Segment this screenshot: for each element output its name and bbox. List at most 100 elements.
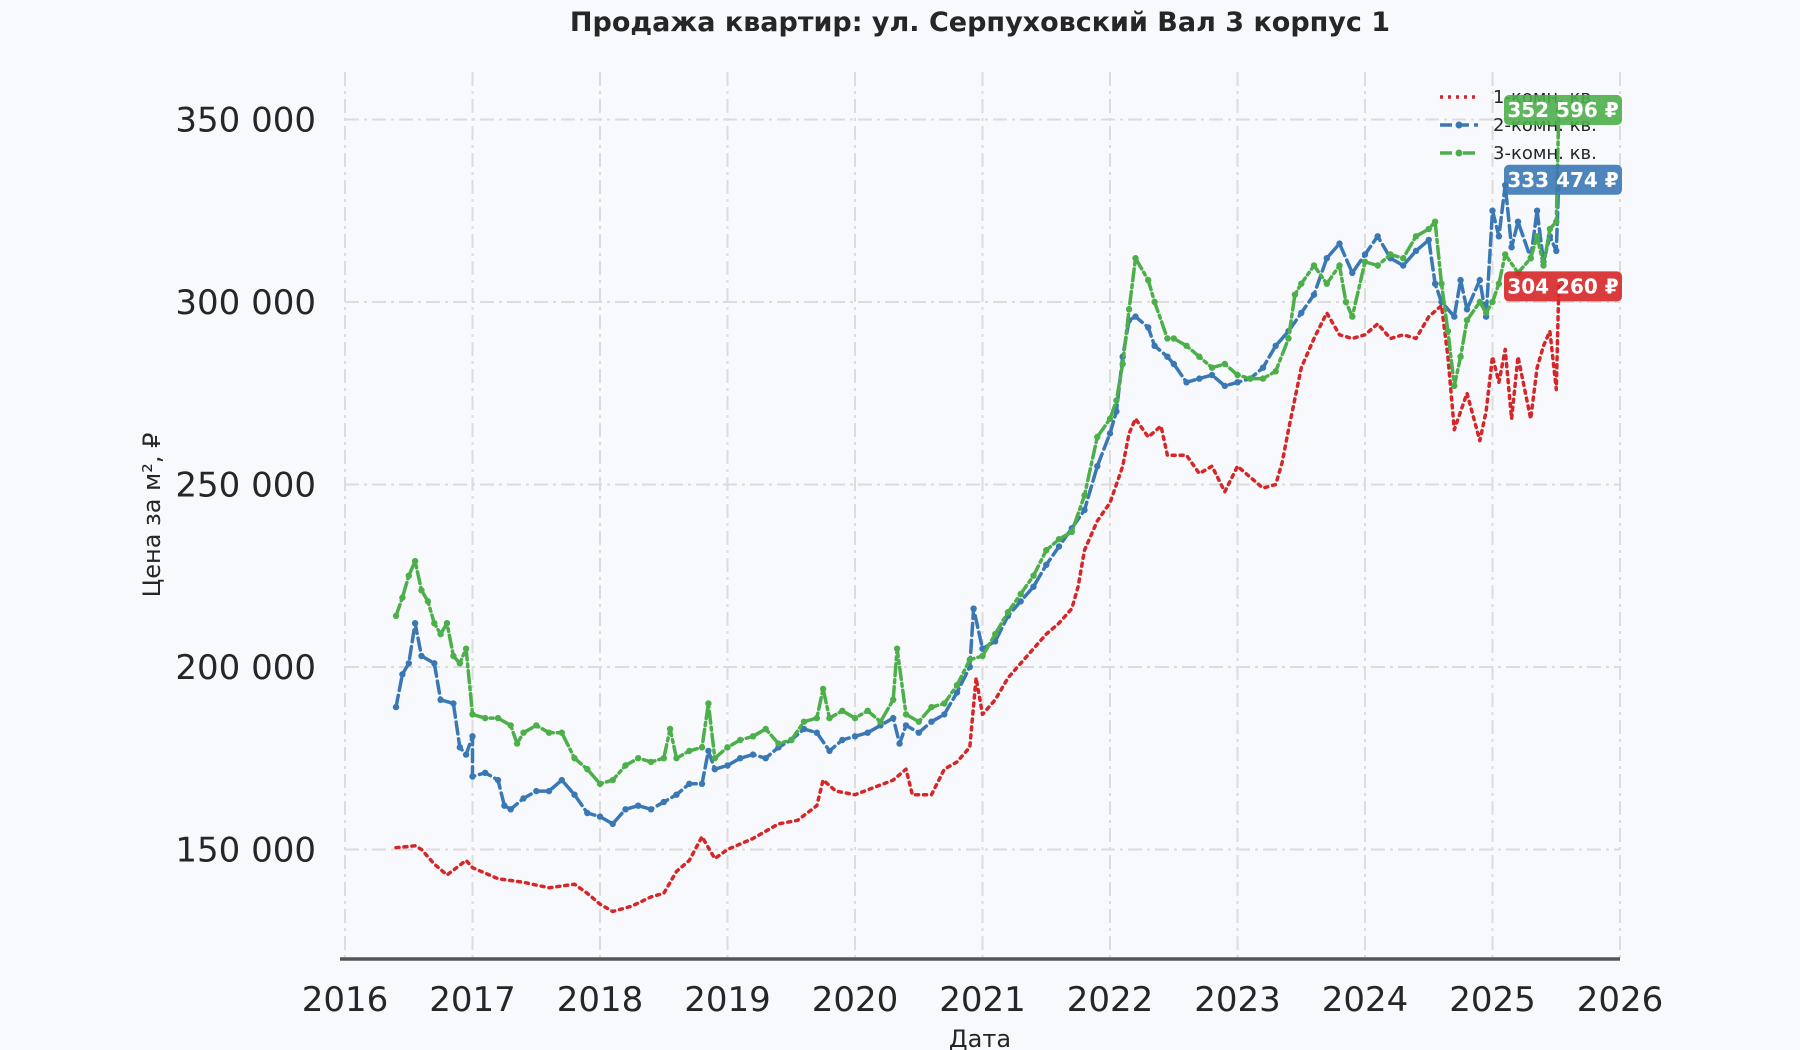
data-point [1476,276,1484,284]
data-point [839,707,846,714]
end-value-badge [1504,271,1622,302]
data-point [1457,276,1464,284]
data-point [826,747,833,755]
data-point [762,755,769,762]
data-point [1259,375,1267,382]
data-point [405,660,412,667]
data-point [1247,375,1254,382]
data-point [1208,371,1216,379]
data-point [1234,371,1241,379]
data-point [800,725,808,733]
data-point [1323,255,1331,262]
data-point [507,722,514,729]
data-point [1081,506,1088,514]
legend-marker [1455,149,1463,157]
data-point [1164,353,1171,360]
data-point [686,747,693,755]
data-point [1349,313,1356,320]
data-point [1451,313,1458,320]
data-point [456,744,463,751]
data-point [953,682,961,689]
x-tick-label: 2019 [684,980,771,1020]
y-tick-label: 300 000 [175,283,316,323]
data-point [647,758,655,766]
data-point [749,733,757,740]
data-point [800,718,808,725]
data-point [1030,583,1037,590]
data-point [609,776,616,784]
chart-title: Продажа квартир: ул. Серпуховский Вал 3 … [570,7,1390,38]
data-point [673,791,680,798]
x-tick-label: 2020 [812,980,899,1020]
y-tick-label: 350 000 [175,100,316,140]
data-point [724,744,731,751]
data-point [469,773,476,780]
end-value-label: 304 260 ₽ [1507,274,1618,298]
data-point [1457,353,1464,360]
data-point [647,806,655,813]
data-point [392,703,400,711]
data-point [1164,335,1171,342]
data-point [1482,309,1490,317]
data-point [1196,375,1203,382]
data-point [1145,276,1152,284]
data-point [520,729,527,736]
data-point [890,696,897,703]
data-point [469,733,476,740]
data-point [1400,262,1407,269]
data-point [622,762,629,769]
data-point [698,780,706,787]
series-group [392,106,1563,787]
data-point [1412,233,1420,240]
data-point [737,736,744,744]
data-point [1094,433,1101,441]
data-point [1489,207,1496,214]
data-point [851,714,859,722]
data-point [762,725,769,733]
data-point [941,711,948,718]
data-point [418,587,425,594]
y-tick-labels: 150 000 200 000 250 000 300 000 350 000 [175,100,316,870]
data-point [1431,218,1439,225]
data-point [660,755,667,762]
data-point [1170,360,1178,368]
data-point [1055,543,1063,550]
data-point [1336,262,1343,269]
data-point [1106,430,1114,437]
x-tick-label: 2017 [429,980,516,1020]
data-point [698,744,706,751]
data-point [1438,280,1445,287]
data-point [450,652,457,660]
data-point [1502,251,1509,258]
data-point [584,766,591,773]
data-point [571,755,578,762]
y-tick-label: 200 000 [175,648,316,688]
data-point [1412,247,1420,255]
data-point [1145,324,1152,331]
data-point [1336,240,1343,247]
data-point [571,791,578,798]
data-point [418,652,425,660]
legend-label: 3-комн. кв. [1493,143,1597,164]
data-point [915,729,922,736]
data-point [1030,572,1037,579]
end-value-label: 333 474 ₽ [1507,168,1618,192]
data-point [1285,335,1292,342]
data-point [431,660,438,667]
data-point [494,714,502,722]
data-point [1323,280,1331,287]
data-point [1361,258,1369,265]
data-point [1342,298,1350,306]
data-point [953,689,961,696]
data-point [1004,609,1012,616]
data-point [545,787,553,795]
x-axis-title: Дата [949,1025,1011,1050]
end-labels: 304 260 ₽ 333 474 ₽ 352 596 ₽ [1504,94,1622,302]
data-point [788,736,795,744]
x-tick-label: 2023 [1194,980,1281,1020]
x-tick-label: 2018 [557,980,644,1020]
data-point [1508,244,1515,251]
data-point [1425,225,1433,233]
data-point [411,620,419,627]
